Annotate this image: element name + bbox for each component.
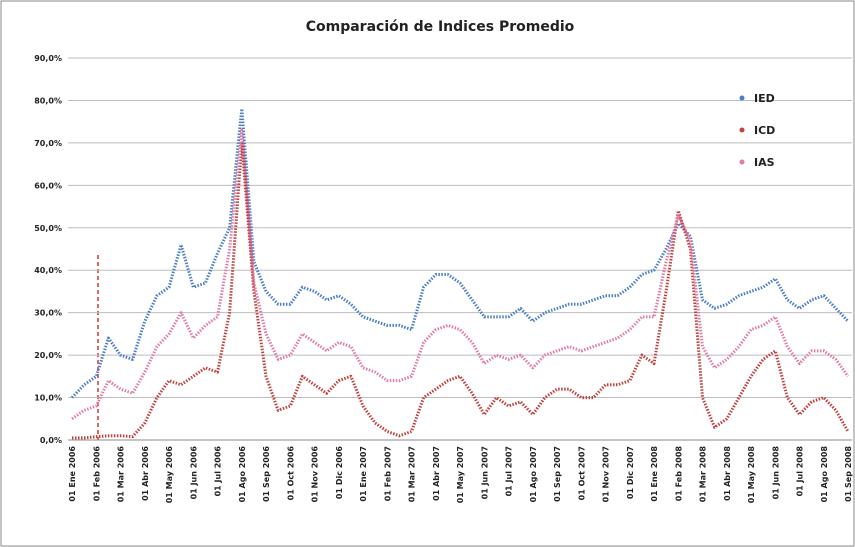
y-tick-label: 80,0% (34, 96, 62, 105)
x-tick-label: 01 Mar 2007 (408, 446, 417, 502)
x-tick-label: 01 Jun 2008 (771, 446, 780, 500)
y-tick-label: 40,0% (34, 266, 62, 275)
x-tick-label: 01 Dic 2006 (335, 446, 344, 500)
x-tick-label: 01 May 2008 (747, 446, 756, 504)
y-tick-label: 70,0% (34, 139, 62, 148)
y-tick-label: 60,0% (34, 181, 62, 190)
legend-marker (739, 159, 745, 165)
x-tick-label: 01 Ago 2008 (820, 446, 829, 503)
legend-label: IED (754, 92, 775, 105)
x-tick-label: 01 May 2007 (456, 446, 465, 503)
x-tick-label: 01 May 2006 (165, 446, 174, 504)
legend-label: IAS (754, 156, 775, 169)
x-tick-label: 01 Dic 2007 (626, 446, 635, 499)
chart-title: Comparación de Indices Promedio (306, 19, 575, 35)
x-tick-label: 01 Jul 2008 (796, 446, 805, 497)
x-tick-label: 01 Nov 2006 (311, 446, 320, 503)
y-tick-label: 10,0% (34, 394, 62, 403)
y-tick-label: 0,0% (40, 436, 62, 445)
legend-label: ICD (754, 124, 775, 137)
x-tick-label: 01 Nov 2007 (602, 446, 611, 502)
x-tick-label: 01 Sep 2007 (553, 446, 562, 502)
x-tick-label: 01 Sep 2006 (262, 446, 271, 502)
x-tick-label: 01 Feb 2007 (383, 446, 392, 501)
x-tick-label: 01 Jun 2007 (480, 446, 489, 499)
y-tick-label: 50,0% (34, 224, 62, 233)
x-tick-label: 01 Feb 2006 (92, 446, 101, 502)
series-line (70, 107, 850, 399)
x-tick-label: 01 Jul 2007 (505, 446, 514, 496)
x-tick-label: 01 Ago 2006 (238, 446, 247, 503)
x-tick-label: 01 Oct 2006 (286, 446, 295, 501)
x-tick-label: 01 Jul 2006 (214, 446, 223, 497)
x-tick-label: 01 Mar 2008 (699, 446, 708, 503)
x-tick-label: 01 Ene 2008 (650, 446, 659, 502)
x-tick-label: 01 Abr 2006 (141, 446, 150, 501)
x-tick-label: 01 Mar 2006 (117, 446, 126, 503)
x-tick-label: 01 Ago 2007 (529, 446, 538, 502)
legend-marker (739, 95, 745, 101)
x-tick-label: 01 Ene 2007 (359, 446, 368, 502)
series-line (72, 141, 850, 440)
x-tick-label: 01 Feb 2008 (674, 446, 683, 502)
y-tick-label: 30,0% (34, 309, 62, 318)
x-tick-label: 01 Jun 2006 (189, 446, 198, 500)
y-tick-label: 90,0% (34, 54, 62, 63)
legend-marker (739, 127, 745, 133)
x-tick-label: 01 Oct 2007 (577, 446, 586, 500)
x-tick-label: 01 Abr 2008 (723, 446, 732, 501)
y-tick-label: 20,0% (34, 351, 62, 360)
x-tick-label: 01 Sep 2008 (844, 446, 853, 502)
x-tick-label: 01 Ene 2006 (68, 446, 77, 502)
series-line (71, 128, 850, 421)
x-tick-label: 01 Abr 2007 (432, 446, 441, 501)
